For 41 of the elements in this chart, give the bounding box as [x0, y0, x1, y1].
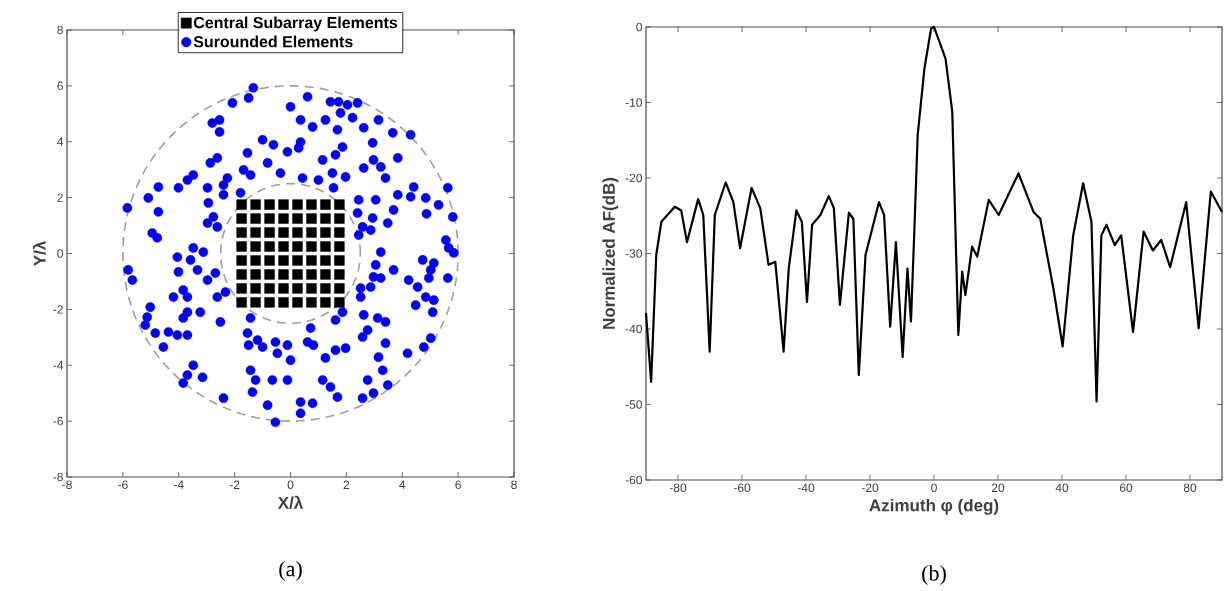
y-tick-label: -2 — [53, 305, 63, 314]
text: (b) — [922, 565, 946, 586]
x-axis-title: X/λ — [277, 495, 303, 509]
y-tick-label: -10 — [625, 98, 643, 107]
x-tick-label: 20 — [991, 483, 1005, 493]
legend-label: Surounded Elements — [193, 35, 353, 48]
x-tick-label: 8 — [511, 480, 517, 490]
y-tick-label: 8 — [57, 25, 63, 35]
x-tick-label: 80 — [1183, 483, 1197, 493]
y-axis-title: Normalized AF(dB) — [602, 177, 619, 329]
y-tick-label: -20 — [625, 173, 643, 183]
y-tick-label: 6 — [57, 81, 63, 91]
x-tick-label: -40 — [797, 483, 815, 493]
y-axis-title: Y/λ — [32, 240, 46, 266]
y-tick-label: 0 — [636, 22, 643, 32]
legend-label: Central Subarray Elements — [193, 16, 398, 32]
y-tick-label: -50 — [625, 400, 643, 409]
x-axis-title: Azimuth φ (deg) — [869, 498, 999, 515]
x-tick-label: 4 — [399, 480, 406, 489]
x-tick-label: 40 — [1055, 483, 1069, 493]
y-tick-label: 2 — [57, 193, 63, 202]
x-tick-label: -2 — [229, 480, 240, 489]
y-tick-label: -6 — [53, 416, 63, 426]
x-tick-label: -4 — [173, 480, 184, 489]
x-tick-label: -60 — [733, 483, 751, 493]
x-tick-label: -6 — [118, 480, 128, 490]
y-tick-label: -4 — [53, 361, 64, 370]
x-tick-label: 0 — [931, 483, 937, 493]
x-tick-label: -80 — [669, 483, 687, 493]
x-tick-label: -20 — [861, 483, 879, 493]
x-tick-label: 6 — [455, 480, 461, 490]
x-tick-label: 0 — [287, 480, 294, 490]
y-tick-label: -30 — [625, 249, 643, 258]
y-tick-label: 0 — [57, 249, 64, 258]
y-tick-label: -8 — [53, 472, 63, 482]
line-series — [644, 25, 1224, 403]
y-tick-label: -40 — [625, 324, 643, 334]
text: (a) — [279, 560, 302, 581]
y-tick-label: 4 — [57, 137, 64, 146]
x-tick-label: 60 — [1119, 483, 1133, 493]
x-tick-label: 2 — [343, 480, 350, 489]
